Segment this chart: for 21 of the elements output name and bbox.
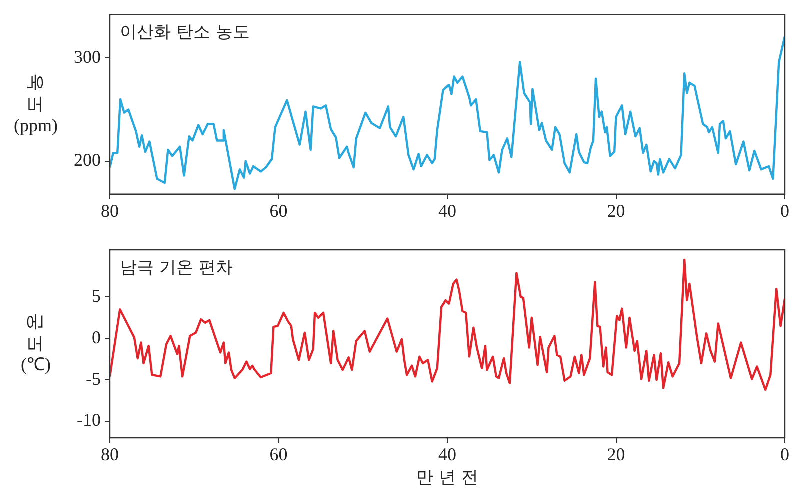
x-tick-label: 40 bbox=[438, 444, 456, 465]
y-tick-label: -5 bbox=[86, 368, 101, 389]
x-tick-label: 0 bbox=[780, 200, 790, 221]
x-tick-label: 60 bbox=[270, 200, 288, 221]
text: 이산화 탄소 농도 bbox=[120, 22, 250, 43]
x-tick-label: 0 bbox=[780, 444, 790, 465]
x-tick-label: 20 bbox=[607, 444, 626, 465]
y-axis-title: 농도 (ppm) bbox=[14, 74, 58, 136]
y-tick-label: 0 bbox=[92, 327, 101, 348]
x-tick-label: 80 bbox=[101, 200, 119, 221]
x-tick-label: 80 bbox=[101, 444, 119, 465]
x-axis-title: 만 년 전 bbox=[416, 468, 478, 488]
y-tick-label: 300 bbox=[74, 46, 101, 67]
x-tick-label: 60 bbox=[270, 444, 288, 465]
x-tick-label: 20 bbox=[607, 200, 626, 221]
y-tick-label: -10 bbox=[77, 410, 101, 430]
text: 남극 기온 편차 bbox=[120, 258, 233, 278]
y-axis-title: 온도 (℃) bbox=[21, 313, 51, 375]
y-tick-label: 5 bbox=[92, 286, 101, 306]
x-tick-label: 40 bbox=[438, 200, 456, 221]
y-tick-label: 200 bbox=[74, 150, 101, 170]
